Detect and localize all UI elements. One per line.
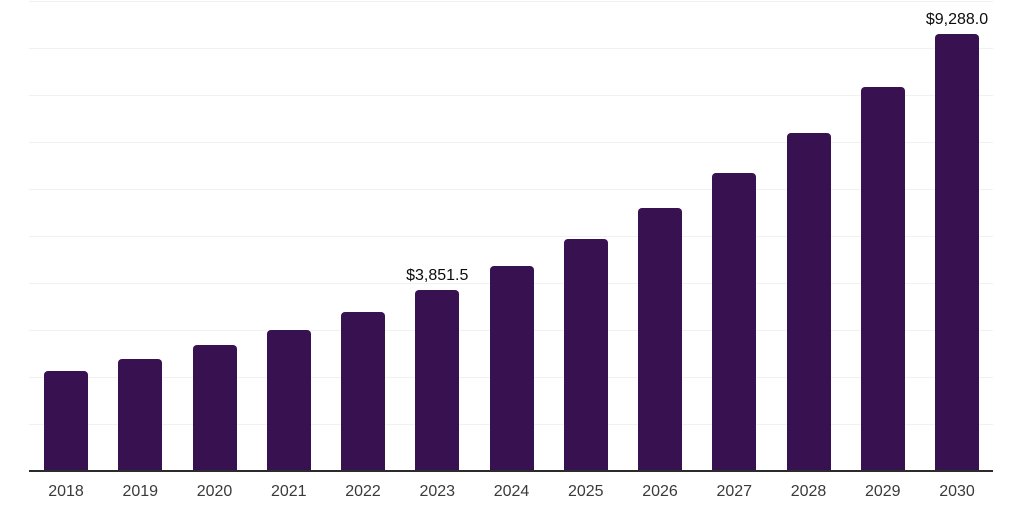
- x-tick-label-2029: 2029: [864, 483, 901, 500]
- value-label-2030: $9,288.0: [925, 11, 989, 29]
- x-tick-label-2028: 2028: [790, 483, 827, 500]
- bar-2024: [489, 266, 534, 471]
- gridline-10000: [29, 1, 993, 2]
- x-tick-label-2021: 2021: [270, 483, 307, 500]
- x-axis-line: [29, 470, 993, 472]
- x-tick-label-2019: 2019: [122, 483, 159, 500]
- gridline-5000: [29, 236, 993, 237]
- gridline-7000: [29, 142, 993, 143]
- bar-2027: [712, 172, 757, 471]
- gridline-8000: [29, 95, 993, 96]
- bar-2020: [192, 345, 237, 471]
- bar-2029: [860, 86, 905, 471]
- gridline-9000: [29, 48, 993, 49]
- x-tick-label-2022: 2022: [345, 483, 381, 500]
- x-tick-label-2020: 2020: [196, 483, 233, 500]
- x-tick-label-2023: 2023: [419, 483, 456, 500]
- x-tick-label-2025: 2025: [567, 483, 604, 500]
- x-tick-label-2027: 2027: [716, 483, 753, 500]
- x-tick-label-2026: 2026: [642, 483, 678, 500]
- bar-2018: [44, 370, 88, 471]
- bar-2019: [118, 359, 163, 471]
- gridline-6000: [29, 189, 993, 190]
- x-tick-label-2018: 2018: [48, 483, 84, 500]
- bar-2026: [638, 208, 682, 471]
- bar-2028: [786, 132, 831, 471]
- bar-2021: [266, 329, 311, 471]
- bar-2030: [935, 34, 979, 471]
- value-label-2023: $3,851.5: [406, 266, 469, 284]
- plot-area: $3,851.5 $9,288.0: [29, 1, 993, 471]
- bar-2022: [341, 311, 385, 471]
- x-tick-label-2024: 2024: [493, 483, 530, 500]
- x-tick-label-2030: 2030: [939, 483, 975, 500]
- bar-2025: [563, 238, 608, 471]
- bar-2023: [415, 289, 460, 471]
